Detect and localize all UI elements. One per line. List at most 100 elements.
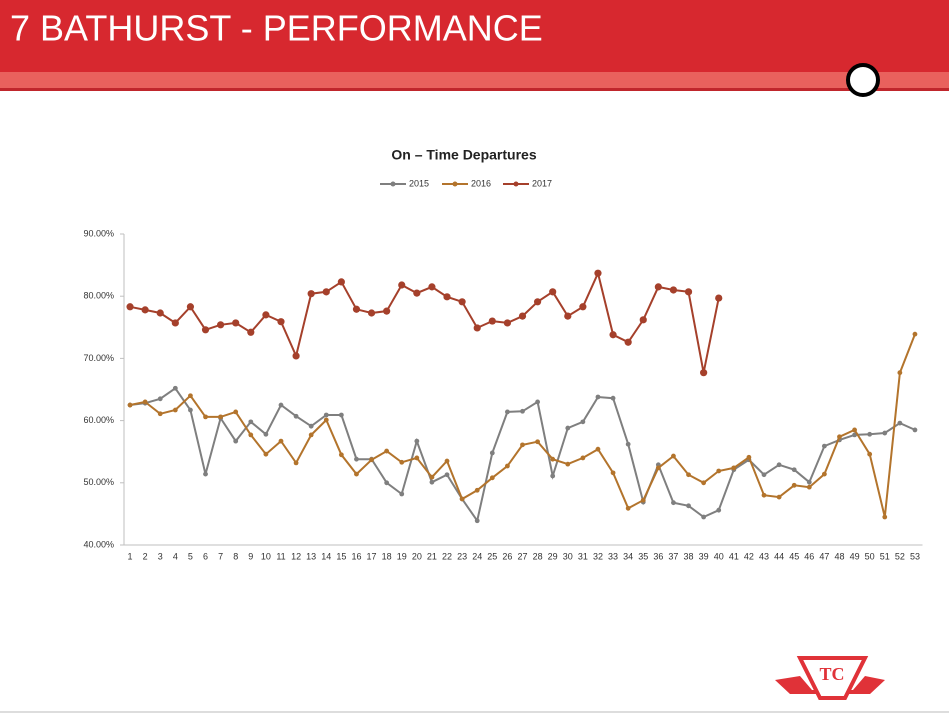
point [263, 431, 269, 437]
x-tick-label: 51 [880, 551, 890, 561]
point [897, 420, 903, 426]
point [489, 475, 495, 481]
point [443, 293, 451, 301]
point [550, 456, 556, 462]
point [156, 309, 164, 317]
point [217, 321, 225, 329]
x-tick-label: 42 [744, 551, 754, 561]
point [776, 494, 782, 500]
point [428, 283, 436, 291]
point [157, 411, 163, 417]
point [761, 492, 767, 498]
point [882, 514, 888, 520]
point [354, 456, 359, 462]
point [505, 409, 510, 415]
point [203, 414, 208, 420]
x-tick-label: 32 [593, 551, 603, 561]
x-tick-label: 36 [653, 551, 663, 561]
point [201, 326, 210, 334]
x-tick-label: 25 [487, 551, 497, 561]
point [458, 298, 466, 306]
x-tick-label: 20 [412, 551, 422, 561]
point [852, 432, 857, 438]
point [248, 419, 254, 425]
x-tick-label: 13 [306, 551, 316, 561]
point [278, 402, 284, 408]
point [520, 408, 525, 414]
point [293, 460, 299, 466]
point [761, 472, 767, 478]
point [399, 459, 405, 465]
point [867, 431, 873, 437]
y-tick-label: 60.00% [83, 415, 114, 425]
point [429, 479, 435, 485]
y-tick-label: 90.00% [83, 228, 114, 238]
point [277, 318, 285, 326]
point [248, 432, 254, 438]
y-tick-label: 50.00% [83, 477, 114, 487]
point [399, 491, 405, 497]
point [625, 505, 631, 511]
x-tick-label: 33 [608, 551, 618, 561]
x-tick-label: 40 [714, 551, 724, 561]
point [624, 338, 632, 346]
series-line [129, 386, 916, 524]
point [186, 303, 195, 311]
x-tick-label: 52 [895, 551, 905, 561]
ttc-logo: TC [775, 656, 885, 700]
x-tick-label: 53 [910, 551, 920, 561]
legend-marker [390, 181, 396, 187]
x-tick-label: 21 [427, 551, 437, 561]
point [609, 331, 617, 339]
point [791, 467, 797, 473]
point [897, 370, 903, 376]
point [323, 412, 329, 418]
point [791, 482, 797, 488]
point [308, 423, 314, 429]
x-tick-label: 3 [158, 551, 163, 561]
x-tick-label: 46 [804, 551, 814, 561]
header-rule [0, 88, 949, 91]
point [157, 396, 163, 402]
y-tick-label: 70.00% [83, 353, 114, 363]
x-tick-label: 11 [276, 551, 285, 561]
point [384, 448, 390, 454]
legend-label: 2016 [471, 178, 491, 188]
point [655, 465, 661, 471]
point [882, 430, 888, 436]
point [912, 427, 918, 433]
point [218, 414, 224, 420]
y-tick-label: 80.00% [83, 291, 114, 301]
point [413, 289, 421, 297]
point [488, 317, 496, 325]
x-tick-label: 37 [668, 551, 678, 561]
point [684, 288, 693, 296]
point [837, 434, 842, 440]
header-stripe [0, 72, 949, 88]
point [867, 451, 873, 457]
legend-marker [452, 181, 458, 187]
point [474, 518, 480, 524]
x-tick-label: 22 [442, 551, 452, 561]
point [352, 305, 361, 313]
series [126, 269, 723, 377]
point [142, 399, 148, 405]
series-line [129, 270, 720, 373]
point [263, 451, 269, 457]
x-tick-label: 7 [218, 551, 223, 561]
x-tick-label: 2 [143, 551, 148, 561]
point [852, 427, 857, 433]
slide-title: 7 BATHURST - PERFORMANCE [10, 8, 543, 49]
point [141, 306, 149, 314]
point [262, 311, 270, 319]
point [701, 514, 707, 520]
header-band [0, 0, 949, 72]
point [564, 312, 572, 320]
header-circle [846, 63, 880, 97]
point [565, 461, 571, 467]
point [126, 303, 134, 311]
point [307, 290, 315, 298]
point [322, 288, 330, 296]
point [292, 352, 300, 360]
